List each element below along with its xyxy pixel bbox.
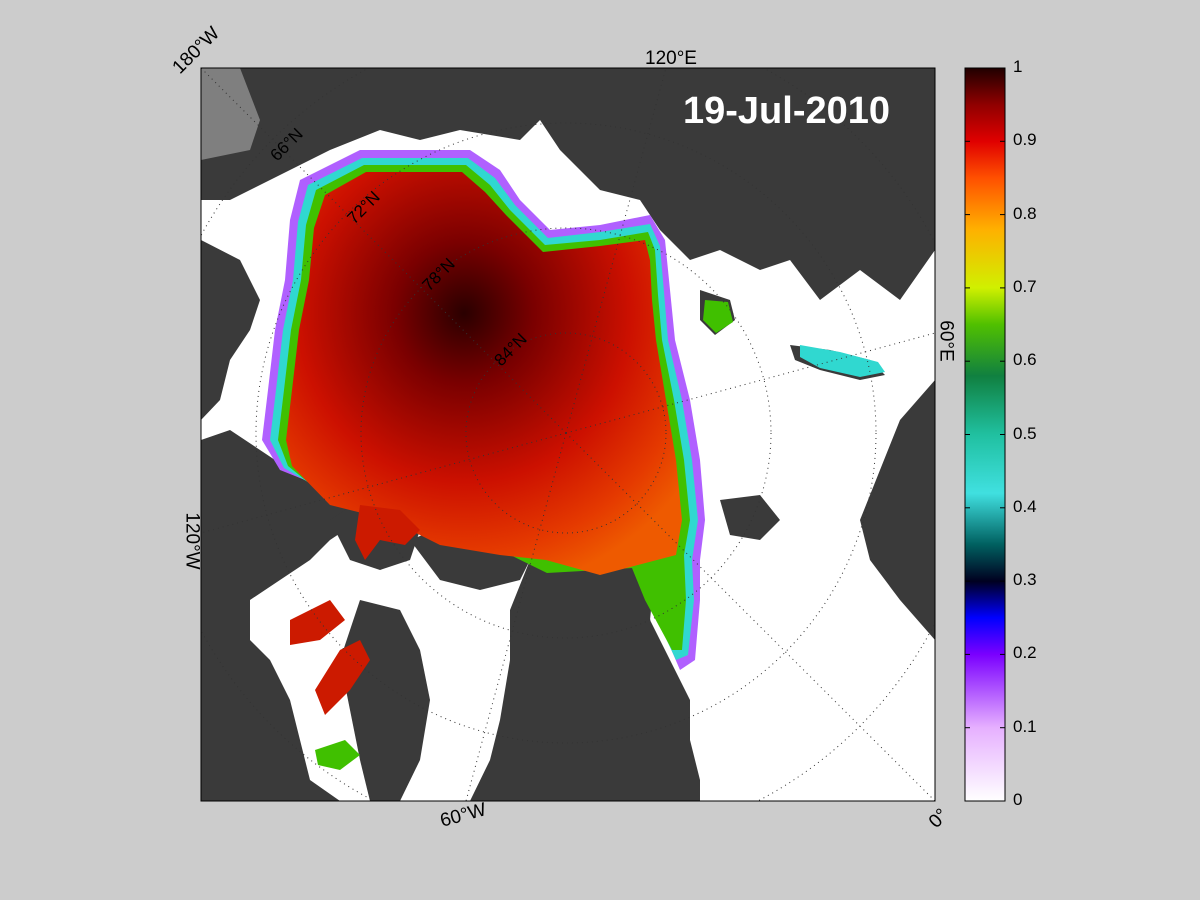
colorbar-tick-label: 0.9	[1013, 130, 1037, 150]
colorbar-tick-label: 0.3	[1013, 570, 1037, 590]
colorbar-tick-label: 0.6	[1013, 350, 1037, 370]
ice-archipelago-2	[315, 640, 370, 715]
colorbar-tick-label: 0.8	[1013, 203, 1037, 223]
colorbar-tick-marks	[965, 67, 1005, 802]
map-frame	[200, 67, 936, 802]
colorbar-tick-label: 0.5	[1013, 423, 1037, 443]
lon-label-60e: 60°E	[935, 320, 957, 362]
land-light	[201, 68, 260, 160]
colorbar	[964, 67, 1006, 802]
colorbar-tick-label: 1	[1013, 57, 1023, 76]
ice-kara	[800, 345, 885, 377]
colorbar-tick-label: 0.7	[1013, 276, 1037, 296]
colorbar-tick-label: 0.1	[1013, 716, 1037, 736]
ice-svalbard	[703, 300, 733, 333]
lon-label-120e: 120°E	[645, 48, 697, 69]
colorbar-tick-label: 0.4	[1013, 496, 1037, 516]
colorbar-tick-label: 0	[1013, 790, 1023, 809]
ice-baffin	[315, 740, 360, 770]
colorbar-tick-label: 0.2	[1013, 643, 1037, 663]
lon-label-120w: 120°W	[181, 512, 203, 570]
graticule	[201, 68, 935, 801]
ice-pack	[286, 172, 682, 575]
ice-archipelago-3	[355, 505, 420, 560]
ice-archipelago-1	[290, 600, 345, 645]
date-label: 19-Jul-2010	[683, 90, 891, 132]
